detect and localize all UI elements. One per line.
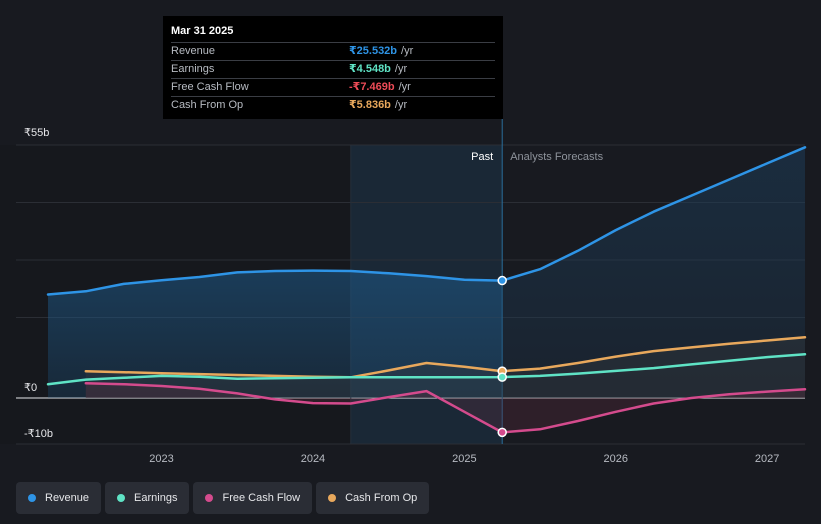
free-cash-flow-line [84,382,807,434]
free-cash-flow-area [85,383,806,433]
forecast-label: Analysts Forecasts [510,151,603,163]
tooltip-value: -₹7.469b [349,81,395,93]
legend: Revenue Earnings Free Cash Flow Cash Fro… [16,482,433,514]
past-label: Past [471,151,493,163]
legend-dot-icon [328,494,337,502]
legend-label: Free Cash Flow [222,492,301,504]
earnings-marker [497,372,507,382]
x-tick-label: 2023 [149,453,173,465]
tooltip-row-free-cash-flow: Free Cash Flow -₹7.469b /yr [171,78,495,96]
tooltip-label: Free Cash Flow [171,81,249,93]
tooltip-label: Revenue [171,45,216,57]
tooltip: Mar 31 2025 Revenue ₹25.532b /yr Earning… [163,16,503,119]
legend-dot-icon [117,494,126,502]
tooltip-unit: /yr [398,81,411,93]
legend-dot-icon [28,494,36,502]
tooltip-unit: /yr [401,45,414,57]
tooltip-unit: /yr [394,99,408,111]
tooltip-value: ₹4.548b [349,63,391,75]
y-tick-label: ₹55b [24,127,49,139]
cash-from-op-area [85,337,806,398]
earnings-line [46,353,807,386]
legend-item-earnings[interactable]: Earnings [105,482,190,514]
x-tick-label: 2024 [301,453,325,465]
tooltip-row-revenue: Revenue ₹25.532b /yr [171,42,495,60]
legend-label: Earnings [134,492,178,504]
legend-label: Revenue [45,492,90,504]
x-tick-label: 2025 [452,453,476,465]
revenue-area-forecast [502,147,805,398]
tooltip-value: ₹5.836b [349,99,391,111]
revenue-line [46,146,807,296]
legend-item-cash-from-op[interactable]: Cash From Op [316,482,430,514]
legend-label: Cash From Op [345,492,418,504]
tooltip-label: Earnings [171,63,215,75]
legend-dot-icon [205,494,214,502]
tooltip-row-cash-from-op: Cash From Op ₹5.836b /yr [171,96,495,114]
tooltip-unit: /yr [394,63,408,75]
free-cash-flow-marker [497,427,507,438]
y-tick-label: -₹10b [24,428,53,440]
cash-from-op-line [84,336,807,379]
tooltip-label: Cash From Op [171,99,244,111]
tooltip-date: Mar 31 2025 [171,25,234,37]
revenue-marker [497,275,507,286]
revenue-area-past [48,270,503,398]
legend-item-free-cash-flow[interactable]: Free Cash Flow [193,482,313,514]
legend-item-revenue[interactable]: Revenue [16,482,102,514]
x-tick-label: 2026 [604,453,628,465]
y-tick-label: ₹0 [24,382,37,394]
x-tick-label: 2027 [755,453,779,465]
tooltip-row-earnings: Earnings ₹4.548b /yr [171,60,495,78]
tooltip-value: ₹25.532b [349,45,398,57]
